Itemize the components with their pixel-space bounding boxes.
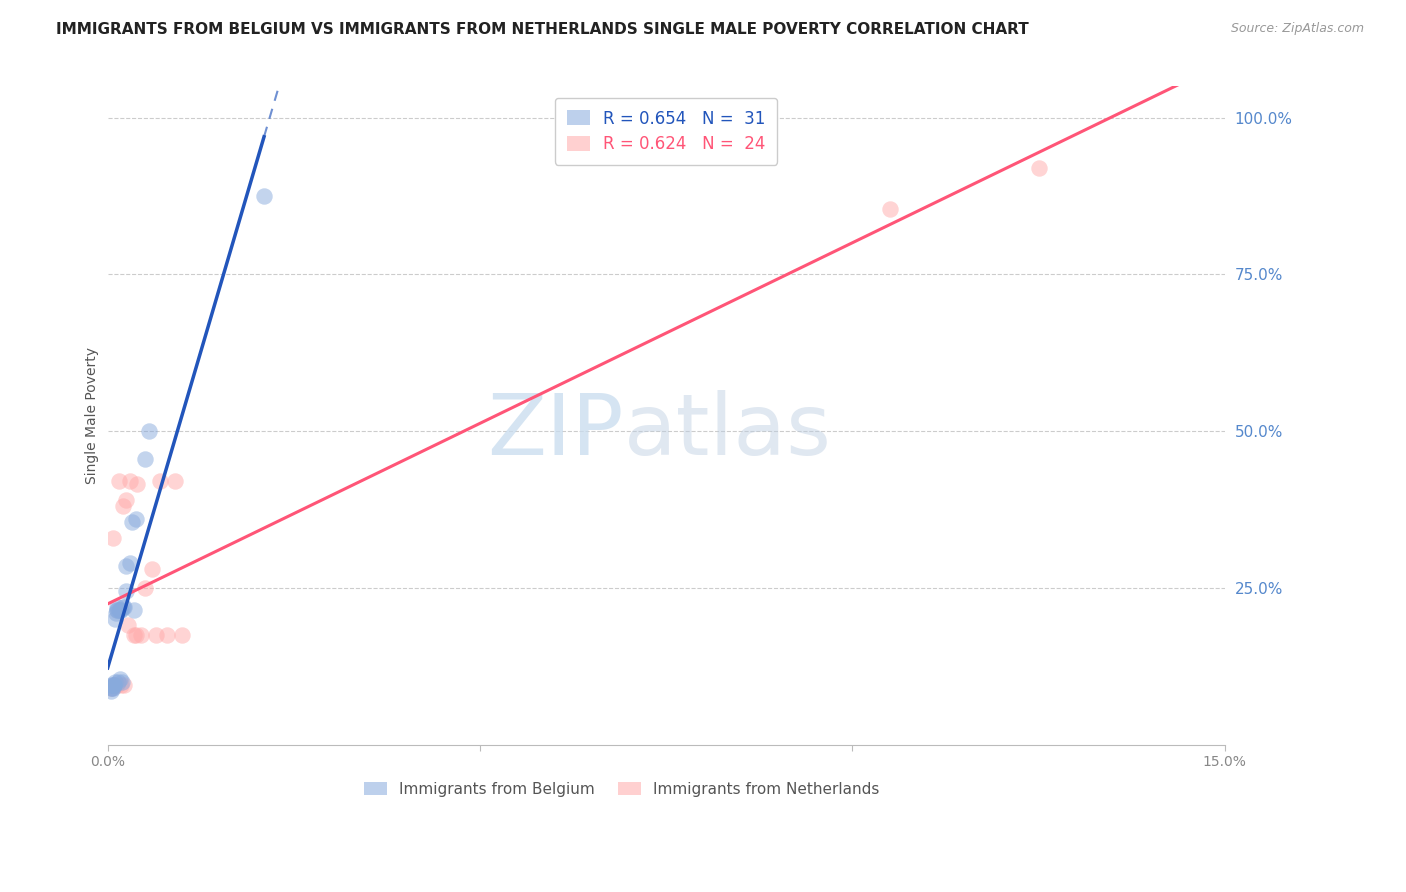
Point: [134, 452, 156, 467]
Point: [172, 628, 194, 642]
Point: [104, 612, 127, 626]
Point: [141, 562, 163, 576]
Point: [101, 681, 124, 695]
Point: [118, 556, 141, 570]
Point: [1028, 161, 1050, 175]
Point: [115, 558, 138, 573]
Point: [253, 189, 276, 203]
Point: [105, 603, 128, 617]
Point: [121, 515, 143, 529]
Point: [105, 603, 128, 617]
Point: [117, 618, 139, 632]
Point: [100, 681, 122, 695]
Point: [103, 678, 125, 692]
Point: [125, 628, 148, 642]
Point: [111, 674, 134, 689]
Point: [115, 493, 138, 508]
Point: [149, 475, 172, 489]
Text: ZIP: ZIP: [488, 391, 624, 474]
Point: [101, 678, 124, 692]
Point: [118, 475, 141, 489]
Point: [112, 678, 135, 692]
Point: [107, 674, 129, 689]
Y-axis label: Single Male Poverty: Single Male Poverty: [86, 347, 100, 484]
Point: [134, 581, 156, 595]
Point: [127, 477, 149, 491]
Point: [145, 628, 167, 642]
Text: atlas: atlas: [624, 391, 832, 474]
Point: [101, 531, 124, 545]
Point: [108, 672, 131, 686]
Point: [163, 475, 186, 489]
Point: [125, 512, 148, 526]
Point: [129, 628, 152, 642]
Point: [112, 599, 135, 614]
Text: IMMIGRANTS FROM BELGIUM VS IMMIGRANTS FROM NETHERLANDS SINGLE MALE POVERTY CORRE: IMMIGRANTS FROM BELGIUM VS IMMIGRANTS FR…: [56, 22, 1029, 37]
Point: [104, 606, 127, 620]
Legend: Immigrants from Belgium, Immigrants from Netherlands: Immigrants from Belgium, Immigrants from…: [357, 775, 886, 803]
Point: [110, 678, 132, 692]
Point: [105, 599, 128, 614]
Point: [103, 678, 125, 692]
Point: [138, 424, 160, 438]
Point: [122, 603, 145, 617]
Point: [122, 628, 145, 642]
Point: [100, 681, 122, 695]
Point: [879, 202, 901, 216]
Point: [110, 603, 132, 617]
Point: [105, 678, 128, 692]
Point: [103, 678, 125, 692]
Point: [100, 678, 122, 692]
Point: [107, 475, 129, 489]
Point: [110, 603, 132, 617]
Point: [104, 674, 127, 689]
Point: [111, 599, 134, 614]
Point: [111, 500, 134, 514]
Point: [100, 684, 122, 698]
Text: Source: ZipAtlas.com: Source: ZipAtlas.com: [1230, 22, 1364, 36]
Point: [114, 584, 136, 599]
Point: [101, 681, 124, 695]
Point: [156, 628, 179, 642]
Point: [107, 603, 129, 617]
